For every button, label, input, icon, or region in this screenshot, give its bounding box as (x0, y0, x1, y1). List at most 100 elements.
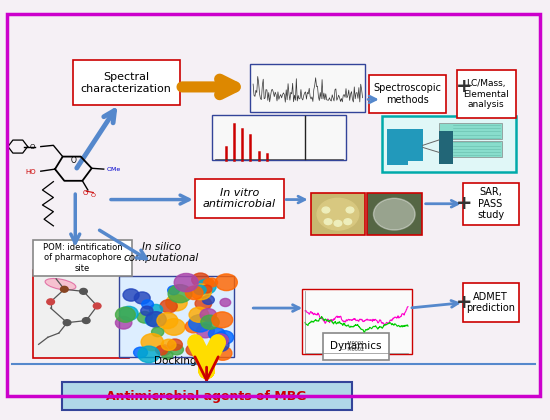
FancyBboxPatch shape (367, 193, 422, 235)
Circle shape (134, 347, 147, 358)
Circle shape (141, 306, 153, 315)
Bar (387, 158, 408, 165)
Circle shape (200, 309, 217, 321)
FancyBboxPatch shape (382, 116, 516, 173)
Circle shape (157, 312, 178, 328)
Text: ADMET
prediction: ADMET prediction (466, 292, 515, 313)
Text: O: O (71, 156, 76, 165)
Circle shape (150, 304, 163, 315)
Text: SAR,
PASS
study: SAR, PASS study (477, 187, 504, 220)
Circle shape (208, 328, 225, 340)
Circle shape (161, 339, 176, 350)
Circle shape (196, 324, 214, 338)
FancyBboxPatch shape (463, 183, 519, 225)
Circle shape (146, 312, 166, 327)
Circle shape (60, 286, 68, 292)
FancyBboxPatch shape (302, 289, 412, 354)
Text: Docking: Docking (154, 357, 197, 367)
Circle shape (196, 279, 216, 294)
Circle shape (63, 320, 71, 326)
FancyBboxPatch shape (119, 276, 234, 357)
Circle shape (192, 273, 209, 286)
Circle shape (174, 273, 198, 292)
Circle shape (134, 292, 150, 304)
Circle shape (156, 346, 168, 355)
Circle shape (157, 345, 170, 355)
Circle shape (138, 312, 152, 323)
Circle shape (189, 315, 211, 332)
Circle shape (116, 317, 132, 329)
FancyBboxPatch shape (32, 240, 132, 276)
FancyBboxPatch shape (195, 179, 284, 218)
Text: Dynamics: Dynamics (330, 341, 382, 352)
Circle shape (189, 307, 209, 322)
FancyBboxPatch shape (369, 75, 446, 113)
Circle shape (212, 312, 233, 328)
Circle shape (166, 295, 187, 311)
Circle shape (82, 318, 90, 323)
Circle shape (212, 333, 229, 345)
Circle shape (185, 286, 203, 299)
Circle shape (212, 334, 228, 346)
FancyBboxPatch shape (250, 64, 365, 112)
Circle shape (317, 198, 359, 230)
FancyBboxPatch shape (33, 270, 129, 358)
Text: O: O (82, 190, 88, 196)
Circle shape (142, 300, 153, 309)
Circle shape (162, 351, 173, 360)
Text: POM: identification
of pharmacophore
site: POM: identification of pharmacophore sit… (42, 243, 122, 273)
FancyBboxPatch shape (73, 60, 179, 105)
Text: OMe: OMe (107, 167, 121, 172)
Circle shape (141, 333, 163, 351)
Circle shape (138, 346, 160, 362)
Circle shape (195, 297, 212, 310)
Circle shape (94, 303, 101, 309)
Text: O: O (91, 193, 96, 198)
Bar (439, 131, 453, 164)
Circle shape (216, 331, 234, 344)
Circle shape (185, 320, 201, 333)
Text: Spectral
characterization: Spectral characterization (81, 72, 172, 94)
Text: O: O (30, 144, 35, 150)
Circle shape (220, 299, 230, 307)
Circle shape (346, 207, 354, 213)
Text: +: + (455, 194, 472, 213)
Text: HO: HO (25, 168, 36, 175)
Circle shape (186, 344, 201, 356)
Circle shape (191, 284, 211, 300)
Text: In silico
computational: In silico computational (124, 242, 199, 263)
Text: +: + (455, 293, 472, 312)
Bar (439, 141, 502, 157)
Circle shape (170, 344, 184, 355)
Circle shape (168, 286, 179, 295)
Bar (387, 129, 423, 161)
Circle shape (201, 315, 219, 329)
FancyBboxPatch shape (323, 333, 389, 360)
Circle shape (216, 274, 238, 291)
Circle shape (160, 299, 177, 313)
Text: +: + (455, 77, 472, 97)
Bar (439, 123, 502, 139)
FancyBboxPatch shape (456, 70, 516, 118)
FancyBboxPatch shape (463, 284, 519, 322)
Text: LC/Mass,
Elemental
analysis: LC/Mass, Elemental analysis (463, 79, 509, 109)
Text: In vitro
antimicrobial: In vitro antimicrobial (203, 187, 276, 209)
Circle shape (116, 307, 135, 322)
Circle shape (202, 285, 212, 293)
FancyBboxPatch shape (62, 382, 351, 410)
Circle shape (168, 285, 192, 303)
Circle shape (194, 285, 206, 294)
Circle shape (152, 327, 164, 337)
Circle shape (324, 219, 332, 225)
Circle shape (373, 198, 415, 230)
Circle shape (205, 348, 214, 356)
Circle shape (344, 219, 351, 225)
FancyBboxPatch shape (212, 115, 346, 160)
Circle shape (334, 220, 342, 226)
Text: — M0001
— M0002: — M0001 — M0002 (340, 341, 364, 352)
Circle shape (145, 315, 160, 326)
Text: Spectroscopic
methods: Spectroscopic methods (373, 83, 442, 105)
Circle shape (163, 319, 185, 335)
Circle shape (168, 339, 183, 350)
Circle shape (123, 289, 139, 301)
